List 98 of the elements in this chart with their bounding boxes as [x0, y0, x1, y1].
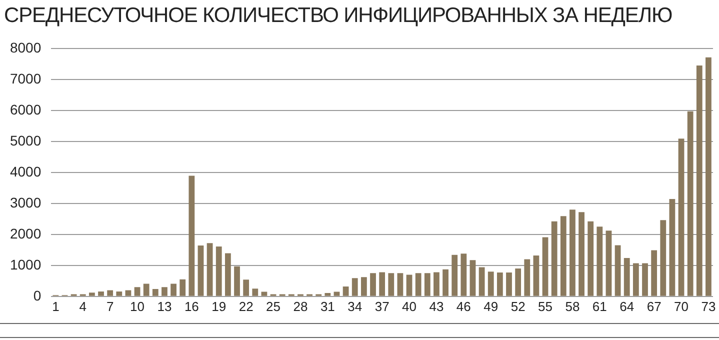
x-tick-label: 16: [184, 298, 199, 314]
x-tick-label: 52: [510, 298, 526, 314]
x-tick-label: 55: [538, 298, 553, 314]
bar: [243, 280, 250, 296]
bar: [588, 221, 594, 296]
bar: [578, 212, 584, 296]
bar: [706, 57, 712, 296]
bar: [470, 260, 476, 296]
chart-title: СРЕДНЕСУТОЧНОЕ КОЛИЧЕСТВО ИНФИЦИРОВАННЫХ ЗА НЕДЕЛЮ: [3, 3, 674, 29]
bar: [515, 268, 522, 296]
x-tick-label: 58: [565, 298, 580, 314]
bar: [434, 272, 440, 296]
bar: [460, 254, 467, 296]
x-tick-label: 1: [52, 298, 60, 314]
bar: [397, 273, 404, 296]
bar: [424, 273, 430, 296]
bar: [143, 284, 150, 296]
x-tick-label: 46: [456, 298, 471, 314]
y-tick-label: 3000: [10, 194, 42, 210]
bar: [596, 226, 603, 296]
bar: [524, 259, 530, 296]
bar: [415, 273, 422, 296]
y-tick-label: 7000: [10, 70, 42, 86]
y-tick-label: 1000: [10, 256, 42, 272]
bar: [669, 199, 676, 296]
y-tick-label: 0: [33, 287, 42, 304]
x-tick-label: 19: [212, 298, 226, 314]
bar: [116, 291, 122, 296]
bar: [388, 273, 394, 296]
bar: [642, 263, 648, 296]
x-tick-label: 25: [266, 298, 281, 314]
bar: [696, 65, 702, 296]
bar: [370, 273, 376, 296]
x-tick-label: 40: [402, 298, 417, 314]
x-tick-label: 31: [320, 298, 335, 314]
x-tick-label: 22: [238, 298, 254, 314]
bar: [624, 258, 630, 296]
x-tick-label: 7: [106, 298, 114, 314]
bar: [488, 272, 494, 296]
bar: [334, 292, 340, 296]
x-tick-label: 34: [348, 298, 362, 314]
bar: [651, 250, 658, 296]
bar: [614, 245, 621, 296]
x-tick-label: 67: [646, 298, 662, 314]
bar: [342, 286, 349, 296]
bar: [98, 291, 104, 296]
bar: [687, 111, 694, 296]
bar: [170, 284, 176, 296]
bar: [352, 278, 358, 296]
x-tick-label: 49: [484, 298, 498, 314]
x-tick-label: 43: [429, 298, 444, 314]
x-tick-label: 10: [130, 298, 145, 314]
y-tick-label: 5000: [10, 132, 42, 148]
bar: [206, 243, 213, 296]
x-tick-label: 37: [374, 298, 390, 314]
y-tick-label: 6000: [10, 101, 42, 118]
bar: [551, 221, 558, 296]
bar: [125, 290, 132, 296]
bar: [252, 288, 258, 296]
x-tick-label: 13: [157, 298, 172, 314]
bar: [134, 287, 140, 296]
bar: [198, 246, 204, 296]
x-tick-label: 61: [592, 298, 607, 314]
bar: [506, 272, 512, 296]
bar: [88, 292, 95, 296]
bar: [533, 255, 540, 296]
bar: [107, 290, 114, 296]
bar: [452, 254, 458, 296]
bar: [496, 272, 503, 296]
bar: [162, 287, 168, 296]
x-tick-label: 28: [293, 298, 308, 314]
bar: [379, 272, 386, 296]
bar: [632, 263, 639, 296]
bar: [180, 279, 186, 296]
bar: [478, 267, 485, 296]
bar: [660, 220, 666, 296]
bar: [224, 253, 231, 296]
bar: [360, 277, 367, 296]
x-tick-label: 73: [701, 298, 716, 314]
x-tick-label: 64: [620, 298, 634, 314]
bar: [442, 269, 448, 296]
x-tick-label: 70: [674, 298, 688, 314]
bar: [606, 230, 612, 296]
bar: [216, 246, 222, 296]
y-tick-label: 8000: [10, 39, 42, 56]
bar: [261, 292, 268, 296]
bar: [406, 274, 412, 296]
bar: [152, 288, 158, 296]
bar: [188, 176, 195, 296]
bar: [570, 210, 576, 296]
bar: [324, 292, 331, 296]
bar: [678, 138, 684, 296]
x-tick-label: 4: [79, 298, 86, 314]
bar: [542, 237, 548, 296]
y-tick-label: 2000: [10, 225, 42, 242]
bar: [560, 216, 566, 296]
bar: [234, 266, 240, 296]
y-tick-label: 4000: [10, 163, 42, 180]
